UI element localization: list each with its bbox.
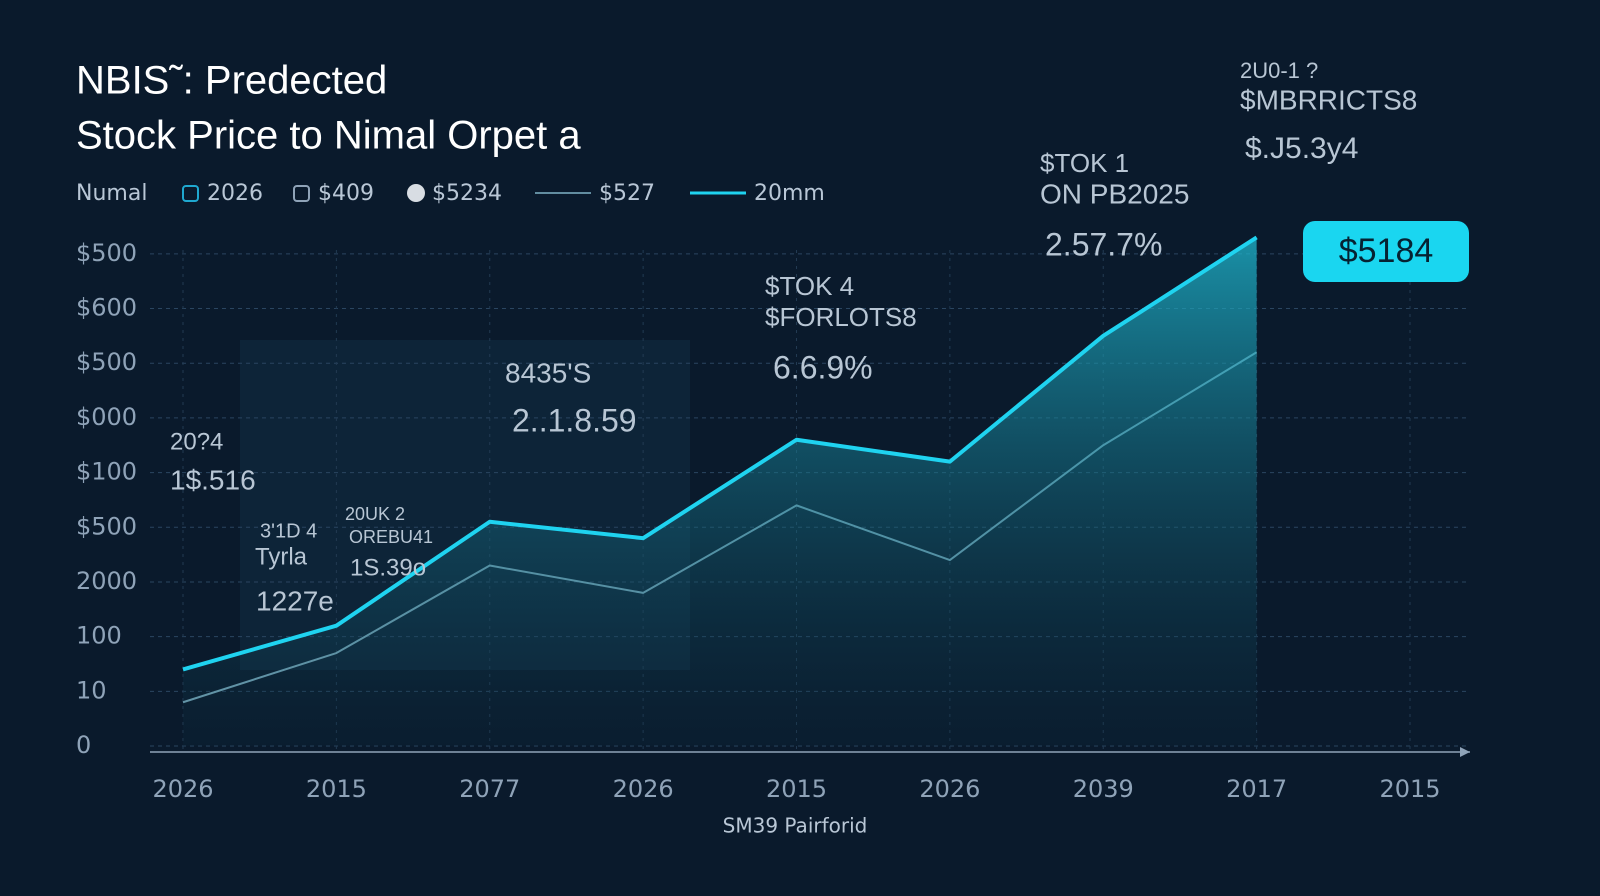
y-tick-label: $500 [76, 512, 137, 540]
x-tick-label: 2026 [152, 775, 213, 803]
annotation: 20?4 [170, 428, 223, 455]
legend-title: Numal [76, 181, 147, 206]
annotation: $MBRRICTS8 [1240, 84, 1417, 115]
y-tick-label: $500 [76, 239, 137, 267]
annotation: 2..1.8.59 [512, 402, 637, 438]
y-tick-label: 10 [76, 676, 107, 704]
legend-marker [407, 184, 425, 202]
annotation: 1227e [256, 585, 334, 616]
x-axis-arrow [1460, 747, 1470, 757]
legend-label: $527 [599, 181, 655, 206]
annotation: $TOK 1 [1040, 148, 1129, 178]
y-tick-label: $600 [76, 294, 137, 322]
x-tick-label: 2039 [1073, 775, 1134, 803]
annotation: Tyrla [255, 543, 308, 570]
legend-label: $409 [318, 181, 374, 206]
highlight-label: $5184 [1339, 232, 1434, 270]
highlight-box [1303, 221, 1469, 282]
y-tick-label: 100 [76, 622, 122, 650]
y-tick-label: $100 [76, 458, 137, 486]
annotation: 2U0-1 ? [1240, 58, 1318, 83]
legend-label: 20mm [754, 181, 825, 206]
annotation: 6.6.9% [773, 349, 873, 385]
x-tick-label: 2026 [613, 775, 674, 803]
legend-label: $5234 [432, 181, 502, 206]
annotation: ON PB2025 [1040, 178, 1189, 209]
annotation: 3'1D 4 [260, 520, 317, 542]
y-tick-label: 0 [76, 731, 91, 759]
chart-title: Stock Price to Nimal Orpet a [76, 114, 581, 158]
legend-marker [293, 185, 310, 202]
chart-title: NBIS˜: Predected [76, 59, 387, 103]
legend-label: 2026 [207, 181, 263, 206]
annotation: $FORLOTS8 [765, 302, 917, 332]
annotation: OREBU41 [349, 527, 433, 547]
x-axis-label: SM39 Pairforid [723, 814, 868, 838]
annotation: 1$.516 [170, 464, 256, 495]
annotation: 1S.39o [350, 554, 426, 581]
x-tick-label: 2015 [766, 775, 827, 803]
annotation: 8435'S [505, 357, 591, 388]
area [183, 237, 1257, 746]
annotation: 2.57.7% [1045, 226, 1162, 262]
x-tick-label: 2017 [1226, 775, 1287, 803]
annotation: $.J5.3y4 [1245, 132, 1358, 165]
x-tick-label: 2015 [306, 775, 367, 803]
x-tick-label: 2077 [459, 775, 520, 803]
x-tick-label: 2015 [1379, 775, 1440, 803]
x-tick-label: 2026 [919, 775, 980, 803]
y-tick-label: $500 [76, 348, 137, 376]
annotation: 20UK 2 [345, 504, 405, 524]
annotation: $TOK 4 [765, 271, 854, 301]
y-tick-label: 2000 [76, 567, 137, 595]
legend-marker [182, 185, 199, 202]
line [182, 235, 1258, 672]
y-tick-label: $000 [76, 403, 137, 431]
